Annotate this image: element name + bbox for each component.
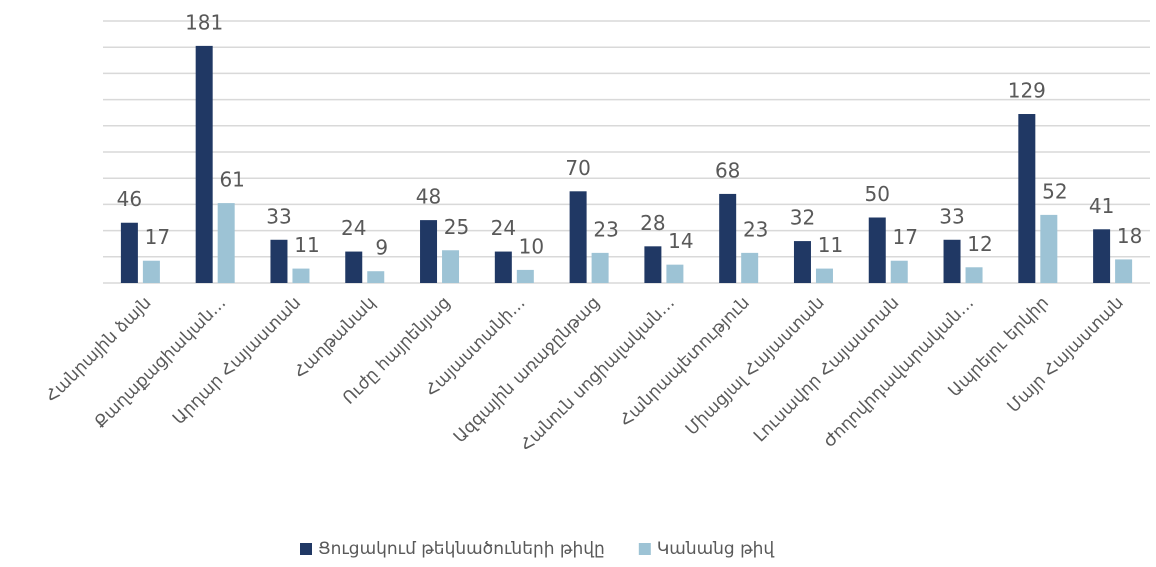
bar bbox=[1115, 259, 1133, 283]
legend-swatch bbox=[638, 543, 651, 555]
data-label: 61 bbox=[219, 168, 244, 192]
bar bbox=[367, 271, 385, 283]
x-tick-label: Քաղաքացիական… bbox=[91, 293, 231, 433]
data-label: 70 bbox=[565, 156, 590, 180]
x-tick-label: Միացյալ Հայաստան bbox=[682, 293, 829, 440]
bar bbox=[1018, 114, 1036, 283]
x-tick-label: Ժողովրդավարական… bbox=[819, 293, 978, 452]
legend-swatch bbox=[300, 543, 312, 555]
data-label: 25 bbox=[444, 215, 469, 239]
data-label: 11 bbox=[294, 233, 319, 257]
bar bbox=[142, 260, 160, 283]
x-tick-label: Հանրապետություն bbox=[616, 293, 754, 431]
bar bbox=[195, 45, 213, 283]
data-label: 11 bbox=[818, 233, 843, 257]
data-label: 68 bbox=[715, 158, 740, 182]
bar bbox=[442, 250, 460, 283]
legend-label: Ցուցակում թեկնածուների թիվը bbox=[318, 539, 605, 559]
bar bbox=[420, 220, 438, 283]
data-label: 10 bbox=[519, 234, 544, 258]
legend-label: Կանանց թիվ bbox=[657, 539, 775, 559]
bar bbox=[644, 246, 662, 283]
data-label: 32 bbox=[790, 206, 815, 230]
bar bbox=[217, 203, 235, 283]
bar bbox=[1093, 229, 1111, 283]
data-label: 41 bbox=[1089, 194, 1114, 218]
data-label: 12 bbox=[967, 232, 992, 256]
bar bbox=[741, 252, 759, 283]
bar bbox=[270, 239, 288, 283]
data-label: 33 bbox=[266, 204, 291, 228]
bar bbox=[815, 268, 833, 283]
bar bbox=[965, 267, 983, 283]
data-label: 17 bbox=[145, 225, 170, 249]
data-label: 18 bbox=[1117, 224, 1142, 248]
x-tick-label: Լուսավոր Հայաստան bbox=[750, 293, 903, 446]
data-label: 28 bbox=[640, 211, 665, 235]
data-label: 24 bbox=[491, 216, 516, 240]
data-label: 23 bbox=[593, 217, 618, 241]
data-label: 181 bbox=[185, 10, 223, 34]
data-label: 48 bbox=[416, 185, 441, 209]
bar bbox=[516, 269, 534, 283]
data-label: 129 bbox=[1008, 79, 1046, 103]
bar bbox=[1040, 214, 1058, 283]
bar bbox=[666, 264, 684, 283]
bar bbox=[569, 191, 587, 283]
data-label: 52 bbox=[1042, 179, 1067, 203]
bar bbox=[868, 217, 886, 283]
bar bbox=[494, 251, 512, 283]
x-tick-label: Ազգային առաջընթաց bbox=[450, 293, 604, 447]
data-label: 17 bbox=[893, 225, 918, 249]
data-label: 23 bbox=[743, 217, 768, 241]
bar bbox=[719, 193, 737, 283]
bar bbox=[345, 251, 363, 283]
bar bbox=[943, 239, 961, 283]
x-tick-label: Արդար Հայաստան bbox=[169, 293, 305, 429]
data-label: 46 bbox=[117, 187, 142, 211]
bar bbox=[120, 222, 138, 283]
bar bbox=[890, 260, 908, 283]
data-label: 33 bbox=[939, 204, 964, 228]
data-label: 14 bbox=[668, 229, 693, 253]
data-label: 9 bbox=[375, 236, 388, 260]
bar bbox=[793, 241, 811, 283]
data-label: 24 bbox=[341, 216, 366, 240]
x-tick-label: Հանուն սոցիալական… bbox=[516, 293, 678, 455]
data-label: 50 bbox=[865, 182, 890, 206]
bar bbox=[292, 268, 310, 283]
bar bbox=[591, 252, 609, 283]
